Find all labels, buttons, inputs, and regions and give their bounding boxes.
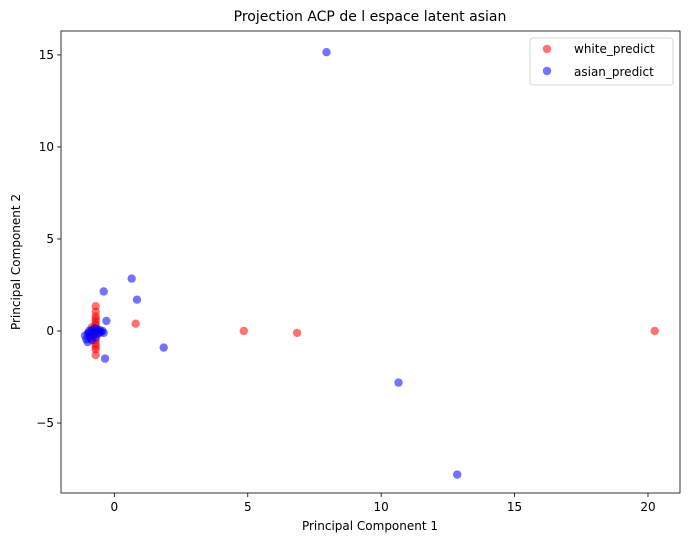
- data-point-asian-predict-1: [453, 470, 462, 479]
- data-point-white-predict-15: [91, 350, 100, 360]
- data-point-asian-predict-2: [394, 378, 403, 387]
- y-axis-label: Principal Component 2: [9, 194, 23, 330]
- data-point-white-predict-0: [650, 326, 659, 336]
- x-tick-label: 10: [374, 500, 389, 514]
- legend-label-asian-predict: asian_predict: [574, 65, 654, 79]
- y-tick-label: −5: [36, 416, 54, 430]
- data-point-asian-predict-26: [83, 329, 92, 338]
- data-point-asian-predict-7: [102, 316, 111, 326]
- data-point-asian-predict-8: [100, 354, 110, 363]
- legend-box: [529, 37, 674, 86]
- data-point-asian-predict-0: [322, 48, 331, 57]
- x-tick-label: 15: [507, 500, 522, 514]
- y-tick-label: 0: [46, 324, 54, 338]
- x-tick-label: 0: [111, 500, 119, 514]
- y-tick-label: 15: [39, 48, 54, 62]
- points-layer: [80, 48, 659, 479]
- data-point-asian-predict-23: [99, 328, 108, 338]
- y-axis-ticks: −5 0 5 10 15: [36, 48, 61, 430]
- data-point-white-predict-3: [131, 319, 140, 328]
- chart-title: Projection ACP de l espace latent asian: [234, 9, 507, 25]
- data-point-asian-predict-3: [159, 343, 168, 352]
- data-point-white-predict-1: [239, 326, 248, 336]
- plot-frame: [60, 30, 681, 494]
- x-axis-label: Principal Component 1: [302, 519, 438, 533]
- x-tick-label: 20: [640, 500, 655, 514]
- legend-marker-white-predict: [542, 44, 552, 54]
- legend-marker-asian-predict: [542, 66, 552, 76]
- x-axis-ticks: 0 5 10 15 20: [111, 493, 656, 514]
- y-tick-label: 5: [46, 232, 54, 246]
- x-tick-label: 5: [244, 500, 252, 514]
- data-point-asian-predict-27: [91, 333, 100, 342]
- legend: white_predict asian_predict: [529, 37, 674, 86]
- y-tick-label: 10: [39, 140, 54, 154]
- data-point-asian-predict-5: [132, 295, 142, 304]
- data-point-asian-predict-4: [127, 274, 136, 283]
- data-point-asian-predict-6: [99, 287, 108, 296]
- legend-label-white-predict: white_predict: [574, 42, 655, 56]
- data-point-white-predict-2: [292, 328, 302, 338]
